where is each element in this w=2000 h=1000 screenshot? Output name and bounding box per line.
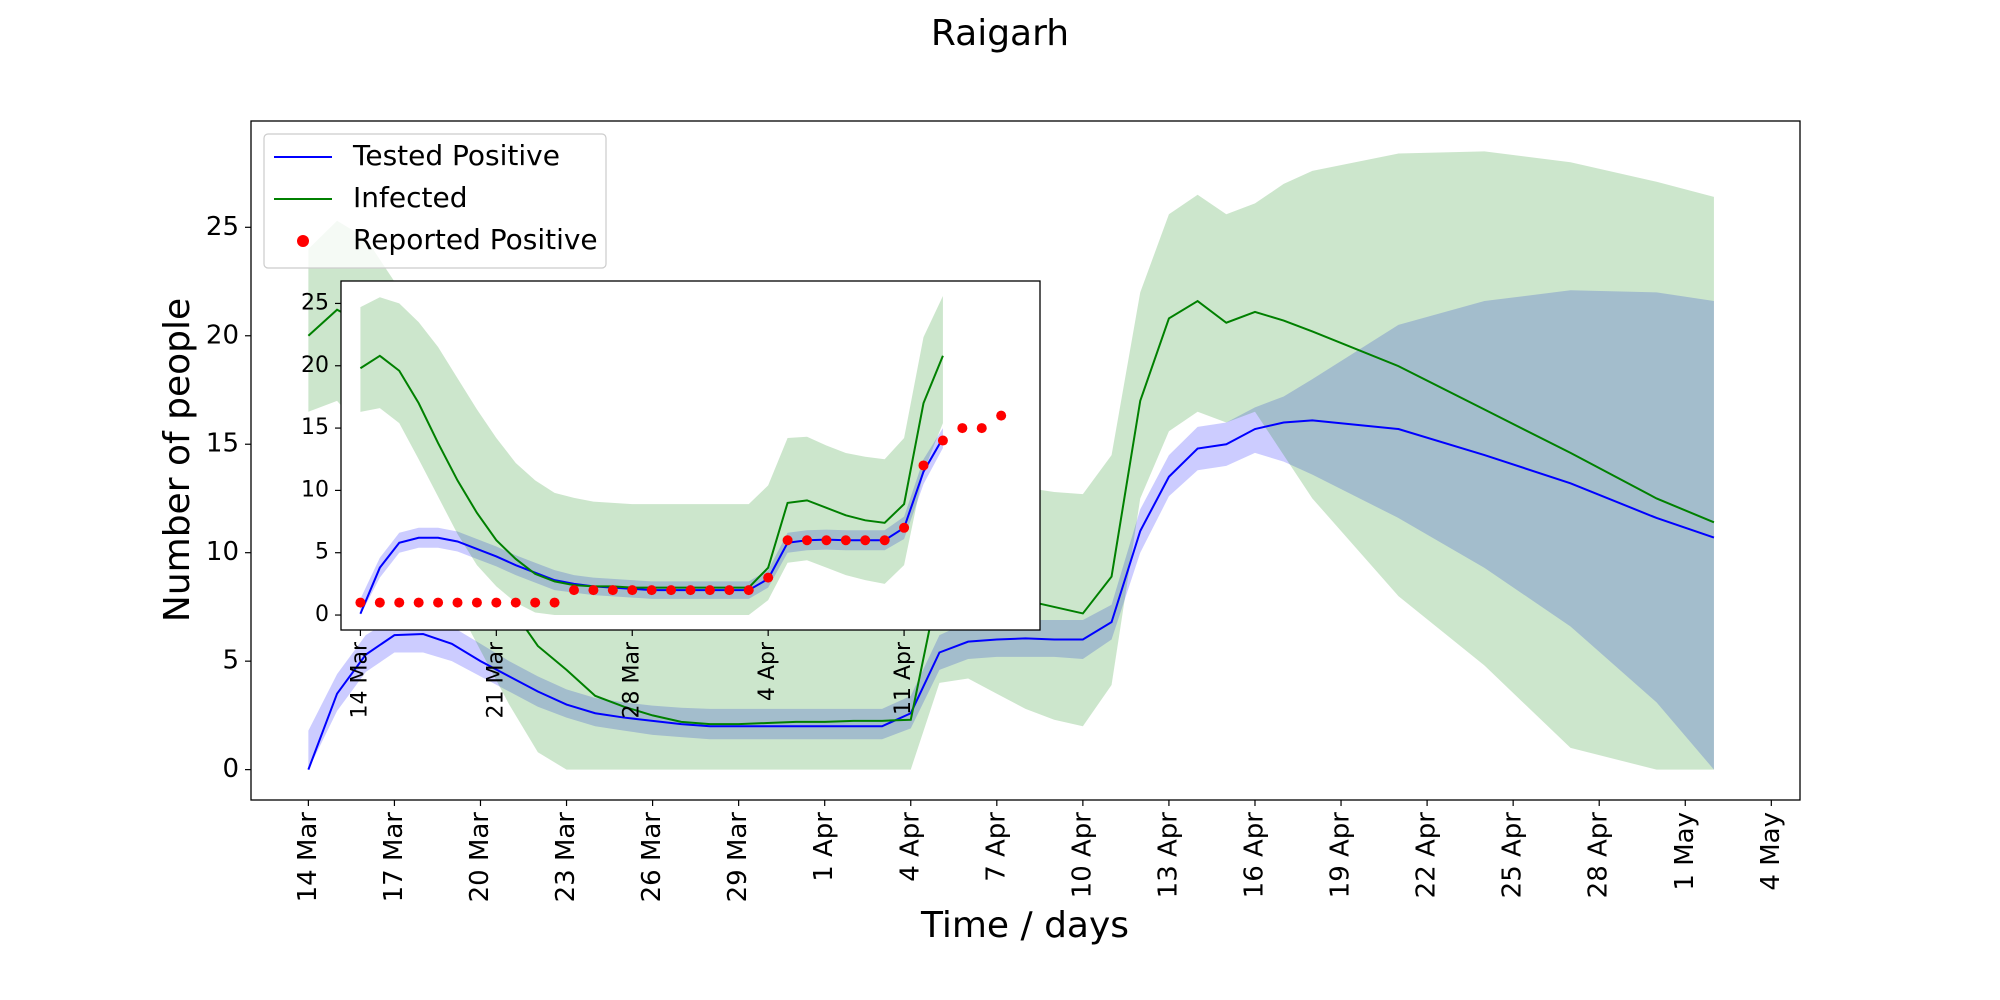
data-point (840, 535, 851, 546)
data-point (685, 585, 696, 596)
data-point (821, 535, 832, 546)
inset-background (341, 281, 1040, 630)
x-tick-label: 16 Apr (1239, 812, 1269, 899)
y-axis-label: Number of people (157, 298, 198, 622)
data-point (763, 572, 774, 583)
data-point (569, 585, 579, 596)
data-point (452, 597, 463, 608)
data-point (918, 460, 929, 471)
y-tick-label: 5 (222, 646, 239, 676)
data-point (607, 585, 618, 596)
x-tick-label: 21 Mar (483, 641, 508, 718)
data-point (374, 597, 385, 608)
y-tick-label: 25 (206, 212, 239, 242)
x-tick-label: 10 Apr (1067, 812, 1097, 899)
confidence-band (308, 290, 1714, 770)
x-tick-label: 4 Apr (755, 641, 780, 701)
data-point (530, 597, 541, 608)
data-point (433, 597, 444, 608)
x-tick-label: 19 Apr (1326, 812, 1356, 899)
x-tick-label: 28 Mar (619, 641, 644, 718)
y-tick-label: 15 (301, 415, 329, 440)
y-tick-label: 15 (206, 429, 239, 459)
data-point (957, 423, 968, 434)
y-tick-label: 5 (315, 540, 329, 565)
legend-label: Infected (353, 181, 467, 214)
x-tick-label: 23 Mar (551, 812, 581, 903)
data-point (471, 597, 482, 608)
data-point (588, 585, 599, 596)
confidence-band (360, 428, 943, 616)
data-point (724, 585, 735, 596)
data-point (782, 535, 793, 546)
axes-frame (250, 120, 1801, 801)
x-tick-label: 29 Mar (723, 812, 753, 903)
x-tick-label: 7 Apr (981, 812, 1011, 882)
x-tick-label: 4 May (1756, 812, 1786, 891)
x-tick-label: 22 Apr (1412, 812, 1442, 899)
data-point (627, 585, 638, 596)
legend-label: Tested Positive (352, 139, 560, 172)
y-tick-label: 25 (301, 290, 329, 315)
data-point (743, 585, 754, 596)
x-axis-label: Time / days (920, 905, 1129, 946)
chart-title: Raigarh (931, 13, 1069, 54)
x-tick-label: 17 Mar (379, 812, 409, 903)
y-tick-label: 0 (315, 602, 329, 627)
data-point (355, 597, 366, 608)
data-point (802, 535, 812, 546)
legend-box (263, 133, 607, 269)
y-tick-label: 20 (301, 353, 329, 378)
y-tick-label: 20 (206, 320, 239, 350)
axes-frame (340, 280, 1041, 631)
data-point (899, 522, 910, 533)
x-tick-label: 13 Apr (1153, 812, 1183, 899)
x-tick-label: 4 Apr (895, 812, 925, 882)
data-point (510, 597, 521, 608)
x-tick-label: 20 Mar (465, 812, 495, 903)
x-tick-label: 14 Mar (293, 812, 323, 903)
data-point (413, 597, 424, 608)
legend-label: Reported Positive (353, 223, 598, 256)
data-point (976, 423, 987, 434)
data-point (937, 435, 948, 446)
confidence-band (360, 295, 943, 616)
data-point (704, 585, 715, 596)
y-tick-label: 10 (206, 537, 239, 567)
data-point (666, 585, 677, 596)
x-tick-label: 28 Apr (1584, 812, 1614, 899)
data-point (879, 535, 890, 546)
data-point (860, 535, 871, 546)
x-tick-label: 1 Apr (809, 812, 839, 882)
series-line (307, 419, 1715, 770)
data-point (996, 410, 1007, 421)
x-tick-label: 25 Apr (1498, 812, 1528, 899)
x-tick-label: 1 May (1670, 812, 1700, 891)
y-tick-label: 10 (301, 477, 329, 502)
legend-marker (297, 235, 309, 247)
y-tick-label: 0 (222, 754, 239, 784)
x-tick-label: 26 Mar (637, 812, 667, 903)
data-point (646, 585, 657, 596)
data-point (549, 597, 560, 608)
data-point (394, 597, 405, 608)
x-tick-label: 14 Mar (347, 641, 372, 718)
data-point (491, 597, 502, 608)
x-tick-label: 11 Apr (891, 641, 916, 715)
